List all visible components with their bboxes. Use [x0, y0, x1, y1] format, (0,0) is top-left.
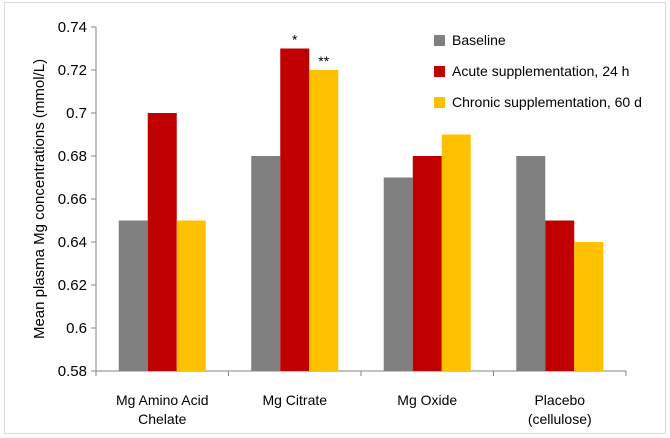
- bar: [545, 220, 575, 371]
- y-axis-title: Mean plasma Mg concentrations (mmol/L): [31, 59, 48, 339]
- bar: [309, 70, 339, 371]
- x-category-label: Mg Oxide: [397, 392, 457, 408]
- y-tick-label: 0.6: [66, 320, 87, 337]
- legend-label: Baseline: [452, 32, 506, 48]
- bar: [412, 156, 442, 371]
- bar: [441, 134, 471, 371]
- bar: [280, 48, 310, 371]
- bar: [383, 177, 413, 371]
- bar: [251, 156, 281, 371]
- legend-label: Chronic supplementation, 60 d: [452, 94, 642, 110]
- legend-swatch: [434, 66, 445, 77]
- bar: [147, 113, 177, 371]
- legend-label: Acute supplementation, 24 h: [452, 63, 629, 79]
- x-category-label: (cellulose): [528, 411, 592, 427]
- x-category-label: Chelate: [138, 411, 186, 427]
- significance-marker: *: [292, 32, 298, 48]
- y-tick-label: 0.74: [58, 19, 87, 36]
- y-tick-label: 0.58: [58, 363, 87, 380]
- y-tick-label: 0.66: [58, 191, 87, 208]
- legend-swatch: [434, 35, 445, 46]
- bar: [574, 242, 604, 371]
- bar: [516, 156, 546, 371]
- bar: [176, 220, 206, 371]
- x-category-label: Mg Citrate: [262, 392, 327, 408]
- significance-marker: **: [318, 53, 329, 69]
- legend-swatch: [434, 97, 445, 108]
- y-tick-label: 0.68: [58, 148, 87, 165]
- y-tick-label: 0.72: [58, 62, 87, 79]
- x-category-label: Mg Amino Acid: [116, 392, 209, 408]
- bar: [118, 220, 148, 371]
- y-tick-label: 0.62: [58, 277, 87, 294]
- y-tick-label: 0.64: [58, 234, 87, 251]
- x-category-label: Placebo: [534, 392, 585, 408]
- y-tick-label: 0.7: [66, 105, 87, 122]
